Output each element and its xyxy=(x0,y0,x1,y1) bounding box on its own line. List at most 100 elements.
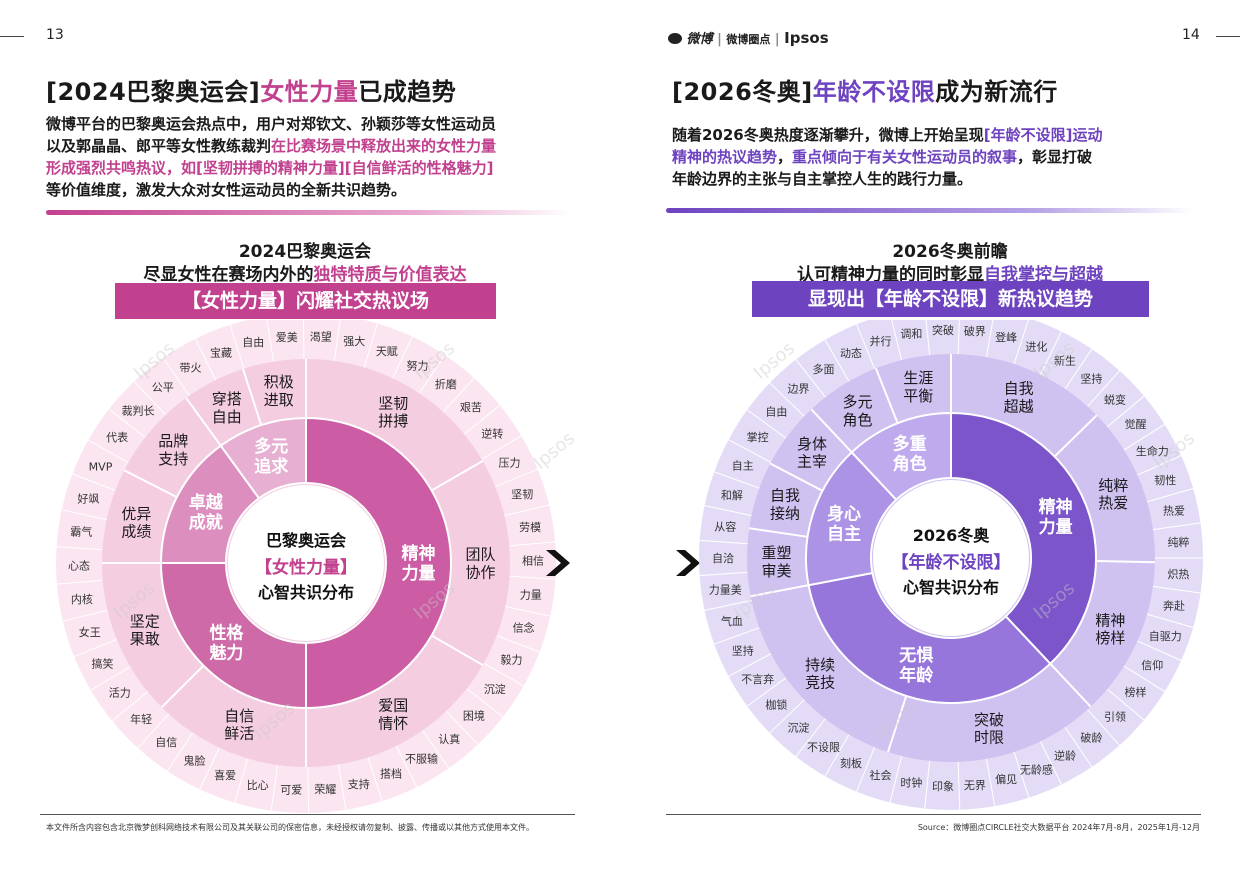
outer-keyword: 代表 xyxy=(106,430,128,444)
right-chart-subtitle2: 认可精神力量的同时彰显自我掌控与超越 xyxy=(730,260,1170,285)
middle-segment-label: 自信鲜活 xyxy=(224,707,254,743)
right-bottom-line xyxy=(666,814,1201,815)
middle-segment-label: 坚定果敢 xyxy=(130,612,160,648)
outer-separator xyxy=(746,677,787,707)
outer-keyword: 搭档 xyxy=(380,766,402,780)
outer-keyword: 艰苦 xyxy=(460,401,482,414)
outer-keyword: 带火 xyxy=(180,362,202,375)
outer-keyword: 认真 xyxy=(438,732,460,746)
left-intro-l2a: 以及郭晶晶、郎平等女性教练裁判 xyxy=(46,137,272,155)
left-intro: 微博平台的巴黎奥运会热点中，用户对郑钦文、孙颖莎等女性运动员 以及郭晶晶、郎平等… xyxy=(46,113,586,201)
logo-ipsos-text: Ipsos xyxy=(784,29,829,47)
outer-separator xyxy=(1152,522,1201,531)
outer-separator xyxy=(61,509,107,521)
outer-keyword: 觉醒 xyxy=(1124,418,1146,431)
outer-keyword: 自由 xyxy=(242,335,264,349)
outer-separator xyxy=(856,324,876,370)
center-title: 巴黎奥运会 xyxy=(266,531,346,550)
middle-segment-label: 优异成绩 xyxy=(121,505,151,541)
outer-separator xyxy=(1137,640,1182,661)
outer-separator xyxy=(72,473,116,491)
middle-segment-label: 多元角色 xyxy=(842,393,872,429)
right-source-text: Source：微博圈点CIRCLE社交大数据平台 2024年7月-8月，2025… xyxy=(917,823,1200,832)
middle-separator xyxy=(1053,414,1098,458)
outer-keyword: 和解 xyxy=(721,488,743,502)
left-title-post: 已成趋势 xyxy=(358,78,457,106)
outer-keyword: 不设限 xyxy=(807,741,840,754)
outer-separator xyxy=(505,605,551,617)
outer-keyword: 搞笑 xyxy=(91,657,113,671)
right-title-highlight: 年龄不设限 xyxy=(812,78,936,106)
outer-keyword: 信仰 xyxy=(1141,658,1163,672)
left-intro-line1: 微博平台的巴黎奥运会热点中，用户对郑钦文、孙颖莎等女性运动员 xyxy=(46,115,497,133)
outer-separator xyxy=(509,575,556,580)
outer-separator xyxy=(889,755,903,803)
inner-sector-label: 卓越成就 xyxy=(189,492,224,533)
middle-separator xyxy=(874,367,899,424)
middle-segment-label: 精神榜样 xyxy=(1095,612,1125,648)
middle-segment-label: 自我接纳 xyxy=(770,487,800,523)
middle-segment-label: 品牌支持 xyxy=(158,432,188,468)
center-highlight: 【年龄不设限】 xyxy=(892,552,1011,573)
left-chart-subtitle1: 2024巴黎奥运会 xyxy=(238,242,372,262)
outer-keyword: 比心 xyxy=(247,779,269,792)
right-intro: 随着2026冬奥热度逐渐攀升，微博上开始呈现[年龄不设限]运动 精神的热议趋势，… xyxy=(672,124,1192,190)
outer-keyword: 自洽 xyxy=(712,552,734,565)
outer-separator xyxy=(199,747,220,790)
outer-keyword: 不言弃 xyxy=(741,672,774,686)
outer-keyword: 社会 xyxy=(870,768,892,782)
outer-separator xyxy=(496,635,540,653)
middle-separator xyxy=(161,664,205,708)
middle-segment-label: 爱国情怀 xyxy=(378,697,408,733)
outer-keyword: 无龄感 xyxy=(1020,762,1053,776)
outer-keyword: 偏见 xyxy=(995,772,1017,786)
logo-group: 微博 | 微博圈点 | Ipsos xyxy=(668,28,829,47)
right-chart-subtitle1: 2026冬奥前瞻 xyxy=(892,242,1008,262)
outer-keyword: 引领 xyxy=(1104,709,1126,723)
outer-keyword: 毅力 xyxy=(500,652,522,666)
outer-keyword: 坚持 xyxy=(732,644,754,658)
inner-sector-label: 精神力量 xyxy=(402,543,436,584)
right-intro-l2a: 精神的热议趋势 xyxy=(672,148,778,166)
outer-keyword: 印象 xyxy=(932,780,954,793)
outer-separator xyxy=(925,320,931,356)
inner-sector-label: 性格魅力 xyxy=(209,623,244,664)
outer-separator xyxy=(194,338,217,381)
outer-keyword: 韧性 xyxy=(1154,473,1176,487)
logo-circle-text: 微博圈点 xyxy=(726,33,771,46)
left-intro-line3: 形成强烈共鸣热议，如[坚韧拼搏的精神力量][自信鲜活的性格魅力] xyxy=(46,159,494,177)
middle-segment-label: 生涯平衡 xyxy=(903,369,933,405)
outer-separator xyxy=(1013,751,1030,798)
outer-separator xyxy=(957,320,960,355)
left-intro-line2: 以及郭晶晶、郎平等女性教练裁判在比赛场景中释放出来的女性力量 xyxy=(46,135,586,157)
outer-keyword: 强大 xyxy=(343,334,365,348)
outer-separator xyxy=(466,688,504,718)
outer-keyword: 年轻 xyxy=(130,712,152,726)
right-intro-l2b: ， xyxy=(777,148,793,166)
outer-keyword: 边界 xyxy=(787,383,809,396)
outer-separator xyxy=(1123,424,1165,451)
outer-keyword: 可爱 xyxy=(280,784,302,797)
outer-keyword: 自主 xyxy=(732,459,754,472)
outer-separator xyxy=(74,638,118,658)
middle-separator xyxy=(887,695,908,753)
outer-keyword: 荣耀 xyxy=(314,783,336,796)
left-chart-sub2b: 独特特质与价值表达 xyxy=(313,265,467,285)
outer-separator xyxy=(714,627,760,645)
outer-separator xyxy=(1013,320,1029,365)
inner-sector-label: 无惧年龄 xyxy=(898,646,934,686)
outer-separator xyxy=(795,359,826,398)
outer-keyword: 宝藏 xyxy=(210,346,232,360)
outer-separator xyxy=(56,579,103,585)
outer-keyword: 坚韧 xyxy=(511,488,533,501)
outer-keyword: 时钟 xyxy=(900,776,922,790)
outer-separator xyxy=(162,357,190,396)
outer-keyword: 折磨 xyxy=(435,377,457,391)
outer-separator xyxy=(1106,395,1145,428)
middle-segment-label: 身体主宰 xyxy=(797,435,827,471)
middle-separator xyxy=(1049,663,1092,708)
inner-sector xyxy=(950,411,1097,666)
outer-keyword: 裁判长 xyxy=(122,404,155,417)
outer-separator xyxy=(795,718,826,757)
outer-separator xyxy=(137,713,170,749)
